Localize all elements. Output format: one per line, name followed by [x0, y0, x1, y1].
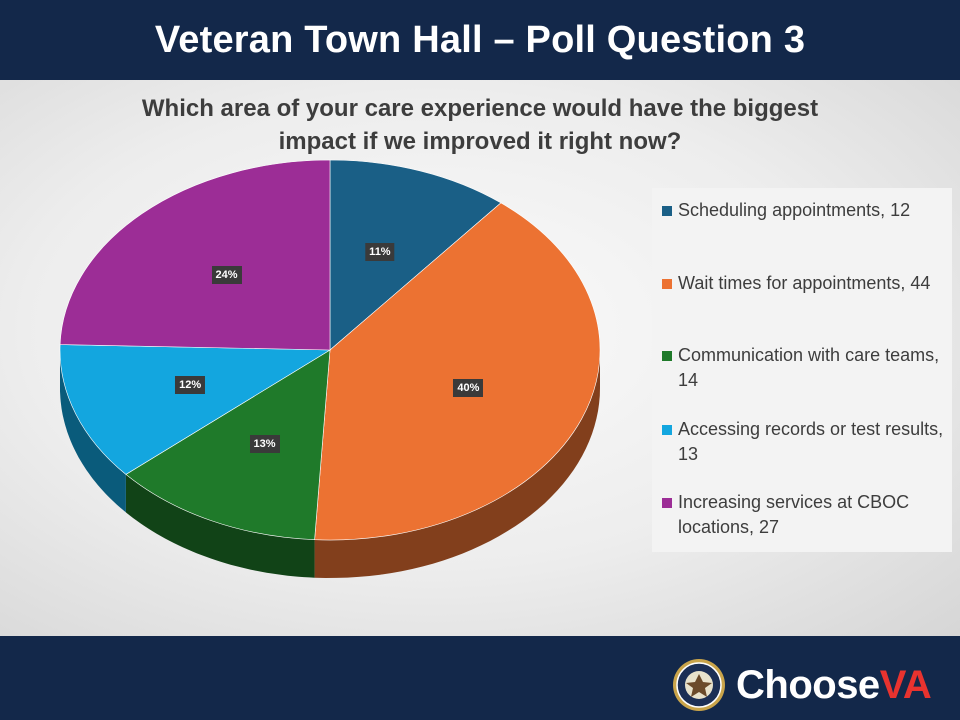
data-label: 11%	[365, 242, 395, 261]
legend-swatch	[662, 351, 672, 361]
pie-slice-communication-with-care-teams	[125, 349, 331, 541]
footer-bar	[0, 636, 960, 720]
chart-title: Which area of your care experience would…	[141, 95, 819, 155]
pie-slice-side	[60, 350, 126, 513]
pie-slice-accessing-records-or-test-results	[59, 344, 332, 475]
legend-item: Communication with care teams, 14	[662, 343, 947, 393]
legend: Scheduling appointments, 12 Wait times f…	[652, 188, 952, 552]
legend-item: Wait times for appointments, 44	[662, 271, 947, 296]
pie-slice-wait-times-for-appointments	[314, 202, 601, 541]
pie-chart	[59, 159, 601, 578]
legend-swatch	[662, 206, 672, 216]
pie-slice-side	[125, 474, 315, 578]
legend-item: Scheduling appointments, 12	[662, 198, 947, 223]
title-bar: Veteran Town Hall – Poll Question 3	[0, 0, 960, 80]
legend-label: Scheduling appointments, 12	[678, 200, 911, 220]
legend-label: Increasing services at CBOC locations, 2…	[678, 492, 910, 537]
legend-label: Wait times for appointments, 44	[678, 273, 931, 293]
legend-label: Accessing records or test results, 13	[678, 419, 944, 464]
va-seal-icon	[673, 659, 725, 711]
pie-slice-scheduling-appointments	[329, 159, 502, 351]
data-label: 24%	[211, 266, 242, 285]
legend-item: Accessing records or test results, 13	[662, 417, 947, 467]
data-label: 13%	[249, 434, 280, 453]
logo-check-mark: VA	[879, 662, 932, 707]
pie-slice-side	[314, 350, 600, 578]
data-label: 12%	[175, 376, 206, 395]
legend-swatch	[662, 279, 672, 289]
data-label: 40%	[453, 378, 484, 397]
logo-text: ChooseVA	[736, 662, 932, 707]
choose-va-logo: ChooseVA	[672, 656, 942, 714]
page-title: Veteran Town Hall – Poll Question 3	[154, 18, 806, 61]
legend-item: Increasing services at CBOC locations, 2…	[662, 490, 947, 540]
legend-label: Communication with care teams, 14	[678, 345, 940, 390]
pie-slice-increasing-services-at-cboc-locations	[59, 159, 331, 351]
legend-swatch	[662, 425, 672, 435]
legend-swatch	[662, 498, 672, 508]
